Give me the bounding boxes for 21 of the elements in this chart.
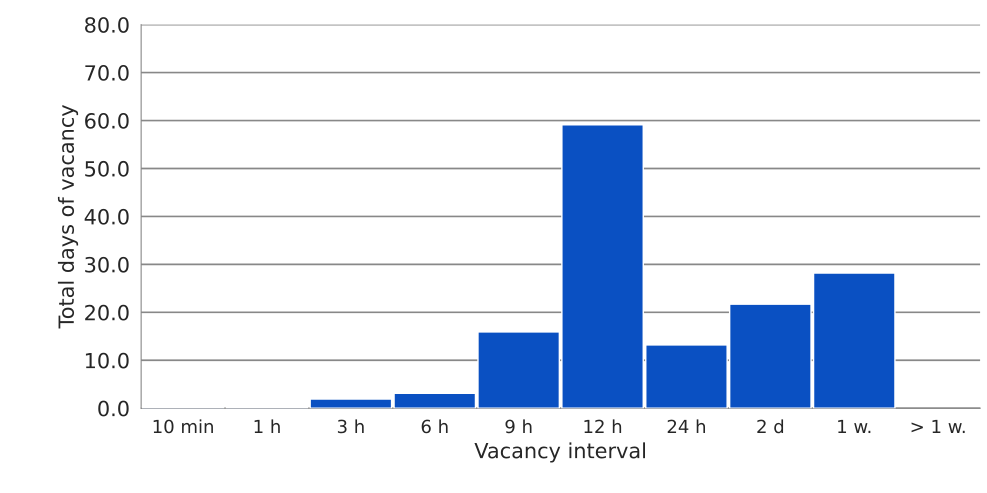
x-tick-label: > 1 w. [912,420,965,434]
x-tick-label: 24 h [668,419,706,434]
x-tick-label: 6 h [422,419,448,434]
y-tick-label: 70.0 [85,65,129,81]
x-tick-label: 12 h [584,419,622,434]
y-tick-label: 80.0 [85,17,129,33]
y-tick-label: 60.0 [85,112,129,129]
y-tick-label: 20.0 [85,304,129,321]
x-axis-title: Vacancy interval [474,442,645,463]
y-tick-label: 30.0 [85,256,129,273]
x-tick-label: 1 w. [838,420,870,434]
x-tick-label: 3 h [338,419,364,434]
x-tick-label: 2 d [757,419,784,434]
y-tick-label: 50.0 [85,160,129,177]
x-tick-label: 10 min [154,419,213,434]
y-axis-title: Total days of vacancy [58,105,78,329]
y-tick-label: 10.0 [86,352,129,368]
y-tick-label: 40.0 [84,208,129,225]
x-tick-label: 1 h [254,419,280,434]
x-tick-label: 9 h [505,419,532,434]
y-tick-label: 0.0 [98,400,129,416]
